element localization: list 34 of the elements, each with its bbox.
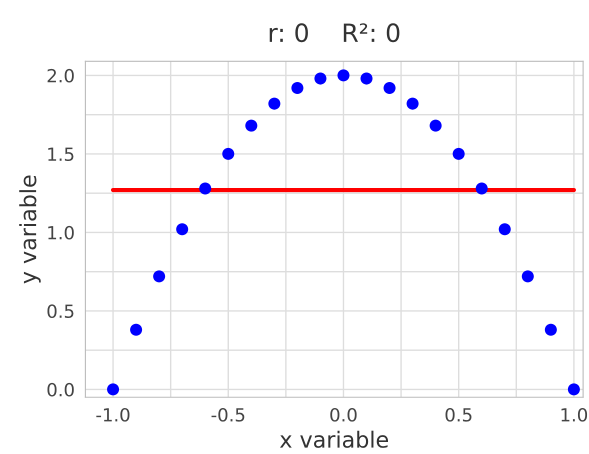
point (107, 383, 120, 396)
point (291, 82, 304, 94)
point (314, 72, 326, 85)
point (384, 82, 396, 94)
x-tick-label: 0.5 (446, 408, 472, 422)
point (568, 383, 580, 396)
x-tick-label: -0.5 (212, 408, 244, 422)
point (199, 182, 212, 194)
point (430, 120, 442, 132)
y-axis-title: y variable (19, 176, 41, 284)
y-tick-label: 1.5 (48, 148, 74, 162)
x-tick-label: 0.0 (330, 408, 357, 422)
point (176, 223, 188, 236)
point (153, 270, 166, 282)
point (476, 182, 488, 194)
point (360, 72, 373, 85)
x-axis-title: x variable (280, 430, 388, 448)
point (498, 223, 511, 236)
point (406, 98, 419, 110)
y-tick-label: 2.0 (48, 68, 74, 83)
y-tick-label: 1.0 (48, 226, 74, 240)
y-tick-label: 0.0 (47, 382, 74, 397)
point (268, 98, 280, 110)
x-tick-label: -1.0 (96, 408, 130, 422)
y-tick-label: 0.5 (47, 304, 74, 318)
point (452, 148, 465, 160)
point (522, 270, 534, 282)
point (130, 324, 142, 336)
point (245, 120, 258, 132)
point (544, 324, 557, 336)
x-tick-label: 1.0 (562, 408, 588, 422)
chart-title: r: 0 R²: 0 (270, 23, 400, 42)
point (337, 69, 350, 82)
point (222, 148, 234, 160)
